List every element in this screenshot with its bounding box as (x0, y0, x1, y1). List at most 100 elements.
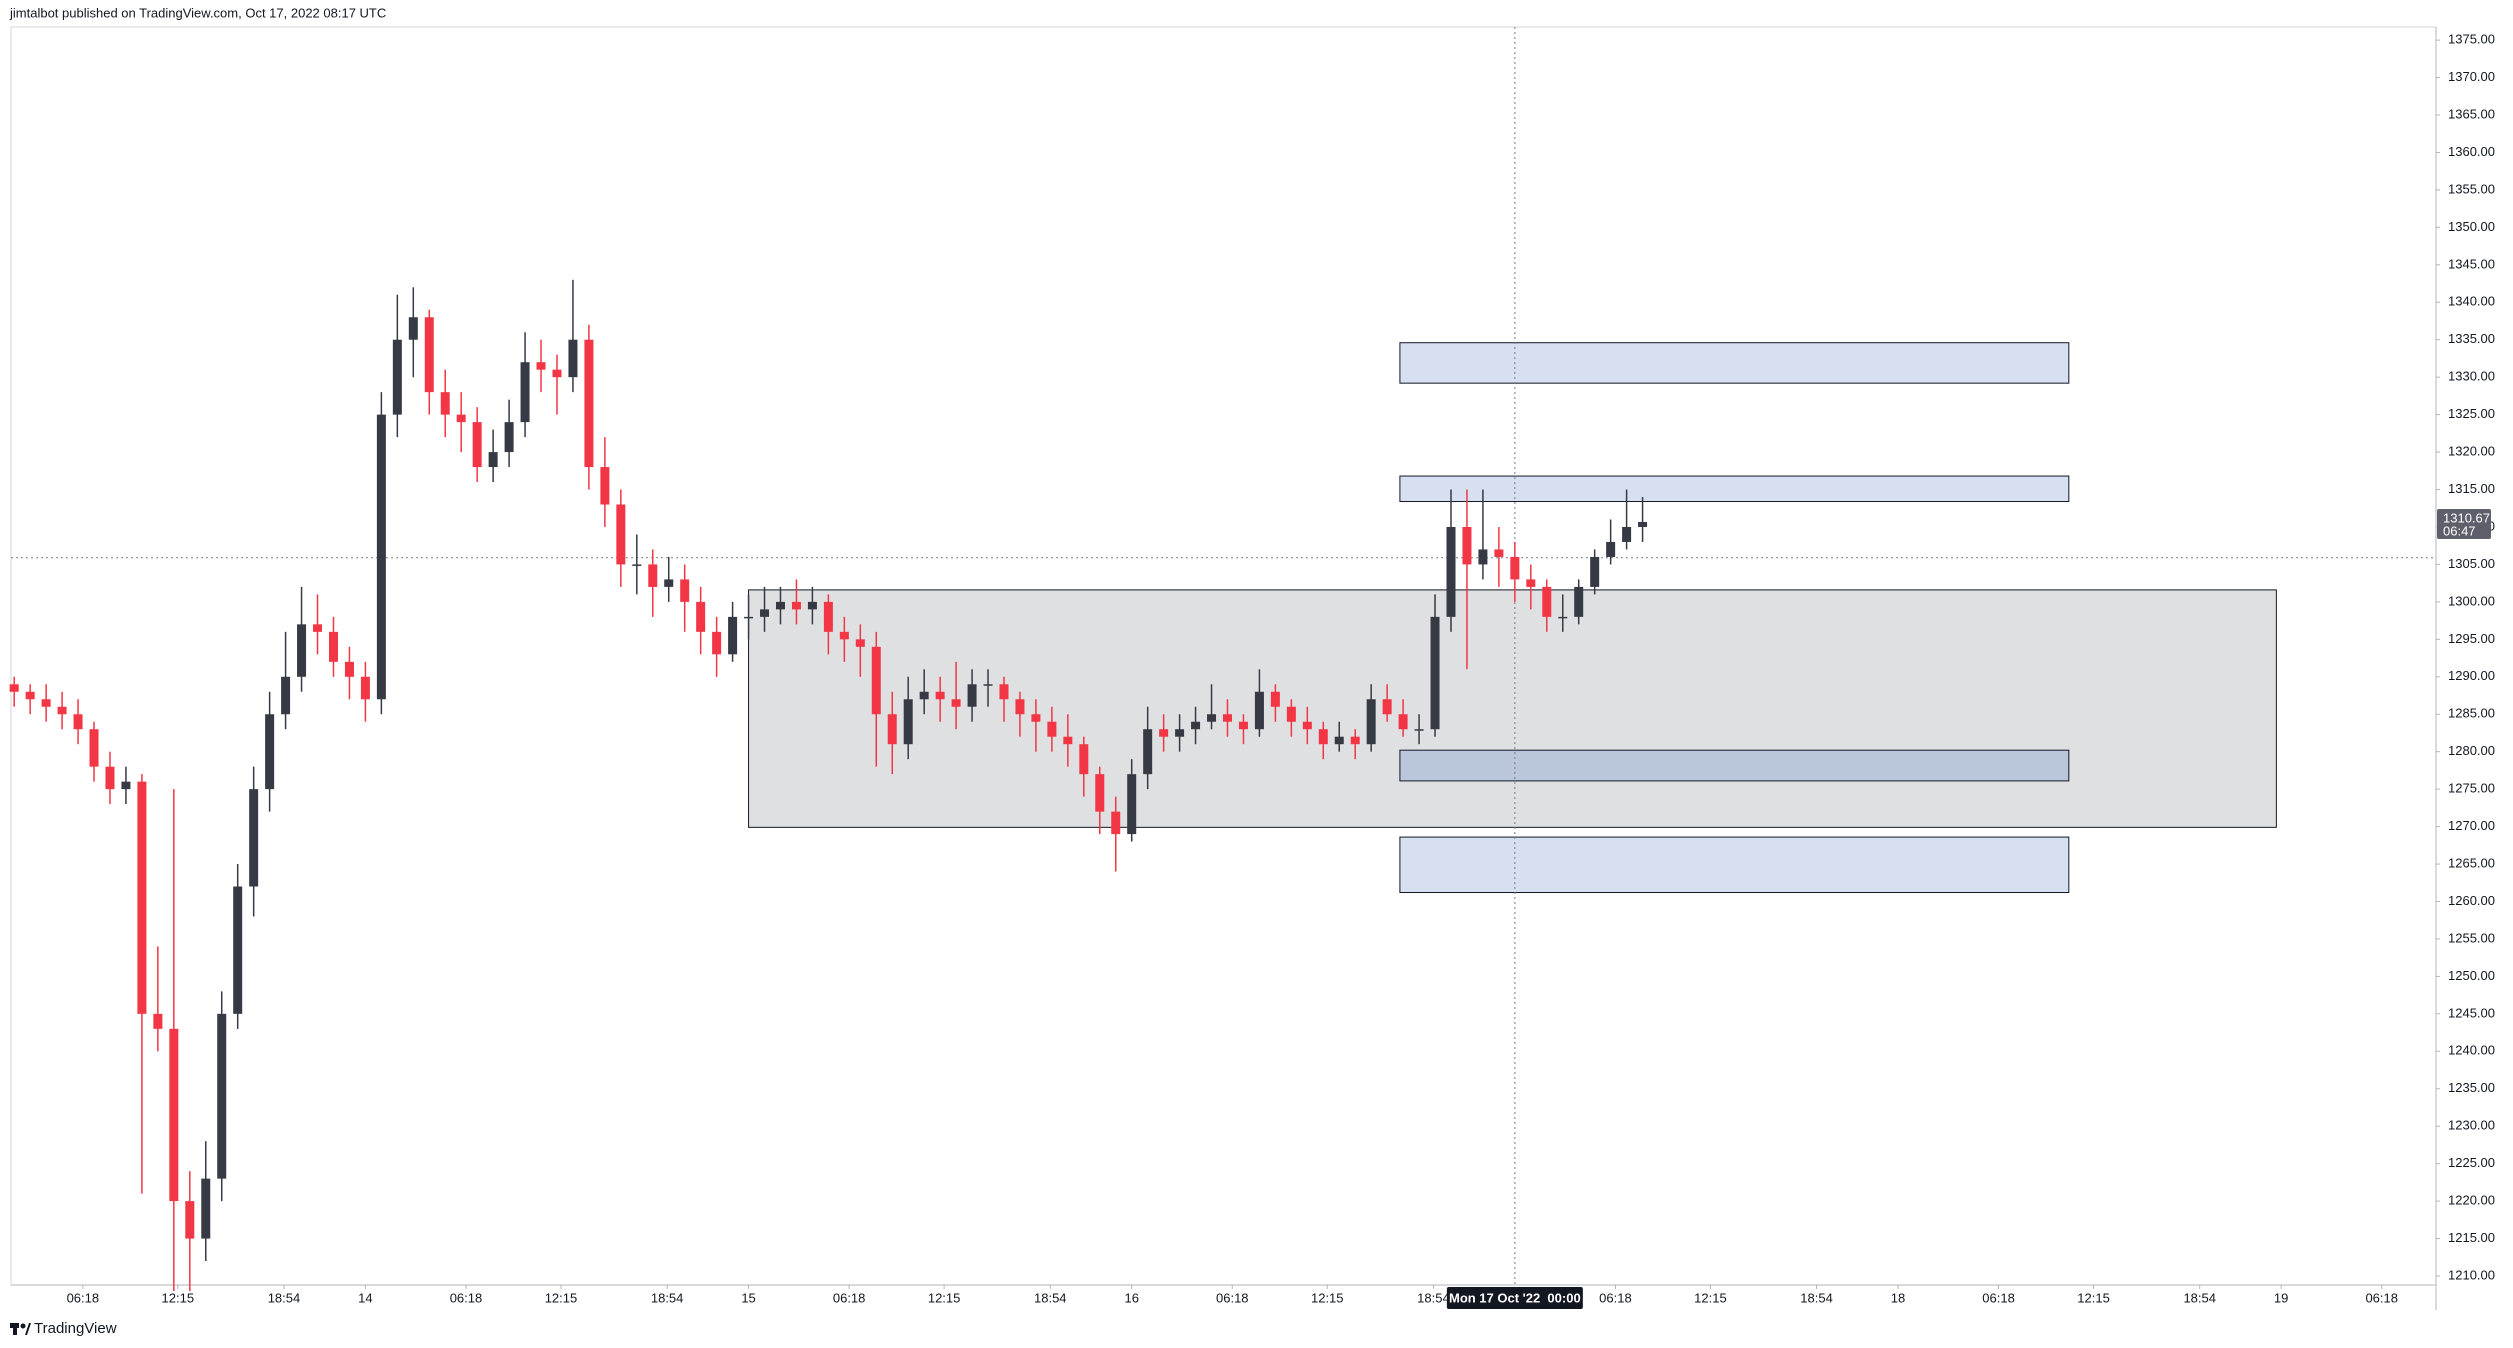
y-tick-label: 1265.00 (2448, 855, 2495, 870)
candle-body (1478, 549, 1488, 565)
candle-body (9, 684, 19, 692)
candle-body (424, 317, 434, 393)
candle-body (1143, 729, 1153, 775)
candle-body (1302, 721, 1312, 730)
x-tick-label: 06:18 (833, 1290, 866, 1305)
y-tick-label: 1365.00 (2448, 106, 2495, 121)
y-tick-label: 1270.00 (2448, 818, 2495, 833)
x-tick-label: 12:15 (545, 1290, 578, 1305)
candle-body (1207, 714, 1217, 722)
candle-body (249, 789, 259, 887)
candle-body (1222, 714, 1232, 722)
y-tick-label: 1305.00 (2448, 556, 2495, 571)
x-tick-label: 18:54 (1417, 1290, 1450, 1305)
x-tick-label: 06:18 (1216, 1290, 1249, 1305)
candle-body (1079, 744, 1089, 775)
candle-body (1015, 699, 1025, 715)
y-tick-label: 1280.00 (2448, 743, 2495, 758)
candle-body (951, 699, 961, 707)
y-tick-label: 1355.00 (2448, 181, 2495, 196)
candle-body (1063, 736, 1073, 745)
y-tick-label: 1315.00 (2448, 481, 2495, 496)
candle-body (791, 601, 801, 610)
y-tick-label: 1320.00 (2448, 444, 2495, 459)
zone (1399, 836, 2070, 894)
candle-body (1398, 714, 1408, 730)
candle-body (392, 339, 402, 415)
countdown-label: 06:47 (2443, 523, 2476, 538)
candle-body (935, 691, 945, 700)
candle-body (664, 579, 674, 587)
y-tick-label: 1360.00 (2448, 144, 2495, 159)
candle-body (712, 631, 722, 655)
crosshair-time-label: Mon 17 Oct '22 00:00 (1449, 1290, 1581, 1305)
y-tick-label: 1255.00 (2448, 930, 2495, 945)
x-tick-label: 18 (1891, 1290, 1905, 1305)
candle-body (313, 624, 323, 632)
candle-body (472, 422, 482, 468)
candle-body (632, 564, 642, 566)
candle-body (25, 691, 35, 700)
candle-body (440, 392, 450, 415)
candle-body (775, 601, 785, 610)
logo (10, 1323, 31, 1335)
y-tick-label: 1370.00 (2448, 69, 2495, 84)
candle-body (73, 714, 83, 730)
candle-body (1047, 721, 1057, 737)
y-tick-label: 1295.00 (2448, 631, 2495, 646)
x-tick-label: 14 (358, 1290, 372, 1305)
x-tick-label: 18:54 (1800, 1290, 1833, 1305)
candle-body (1286, 706, 1296, 722)
candle-body (983, 684, 993, 686)
y-tick-label: 1225.00 (2448, 1155, 2495, 1170)
candle-body (520, 362, 530, 423)
candle-body (1590, 556, 1600, 587)
candle-body (648, 564, 658, 587)
header: jimtalbot published on TradingView.com, … (9, 5, 386, 20)
candle-body (1494, 549, 1504, 557)
candle-body (1414, 729, 1424, 731)
y-tick-label: 1235.00 (2448, 1080, 2495, 1095)
candle-body (89, 729, 99, 767)
y-tick-label: 1340.00 (2448, 294, 2495, 309)
candle-body (1382, 699, 1392, 715)
x-tick-label: 19 (2274, 1290, 2288, 1305)
zone (1399, 475, 2070, 503)
y-tick-label: 1215.00 (2448, 1230, 2495, 1245)
candle-body (376, 414, 386, 700)
candle-body (360, 676, 370, 700)
candle-body (1446, 526, 1456, 617)
x-tick-label: 06:18 (1599, 1290, 1632, 1305)
candle-body (456, 414, 466, 423)
x-tick-label: 16 (1124, 1290, 1138, 1305)
candle-body (297, 624, 307, 677)
x-tick-label: 12:15 (1311, 1290, 1344, 1305)
zone (1399, 749, 2070, 782)
candle-body (344, 661, 354, 677)
y-tick-label: 1345.00 (2448, 256, 2495, 271)
candle-body (169, 1028, 179, 1202)
candle-body (1031, 714, 1041, 722)
candle-body (1127, 774, 1137, 835)
candle-body (1638, 521, 1648, 527)
y-tick-label: 1260.00 (2448, 893, 2495, 908)
candle-body (1622, 526, 1632, 542)
candle-body (903, 699, 913, 745)
y-tick-label: 1375.00 (2448, 32, 2495, 47)
x-tick-label: 15 (741, 1290, 755, 1305)
candle-body (137, 781, 147, 1014)
candle-body (1462, 526, 1472, 565)
last-price-box (2437, 508, 2491, 539)
candle-body (504, 422, 514, 453)
x-tick-label: 12:15 (1694, 1290, 1727, 1305)
crosshair-time-box (1446, 1287, 1583, 1309)
y-tick-label: 1350.00 (2448, 219, 2495, 234)
candle-body (536, 362, 546, 370)
last-price-label: 1310.67 (2443, 510, 2490, 525)
y-tick-label: 1240.00 (2448, 1043, 2495, 1058)
candle-body (1574, 586, 1584, 617)
x-tick-label: 18:54 (651, 1290, 684, 1305)
y-tick-label: 1230.00 (2448, 1118, 2495, 1133)
